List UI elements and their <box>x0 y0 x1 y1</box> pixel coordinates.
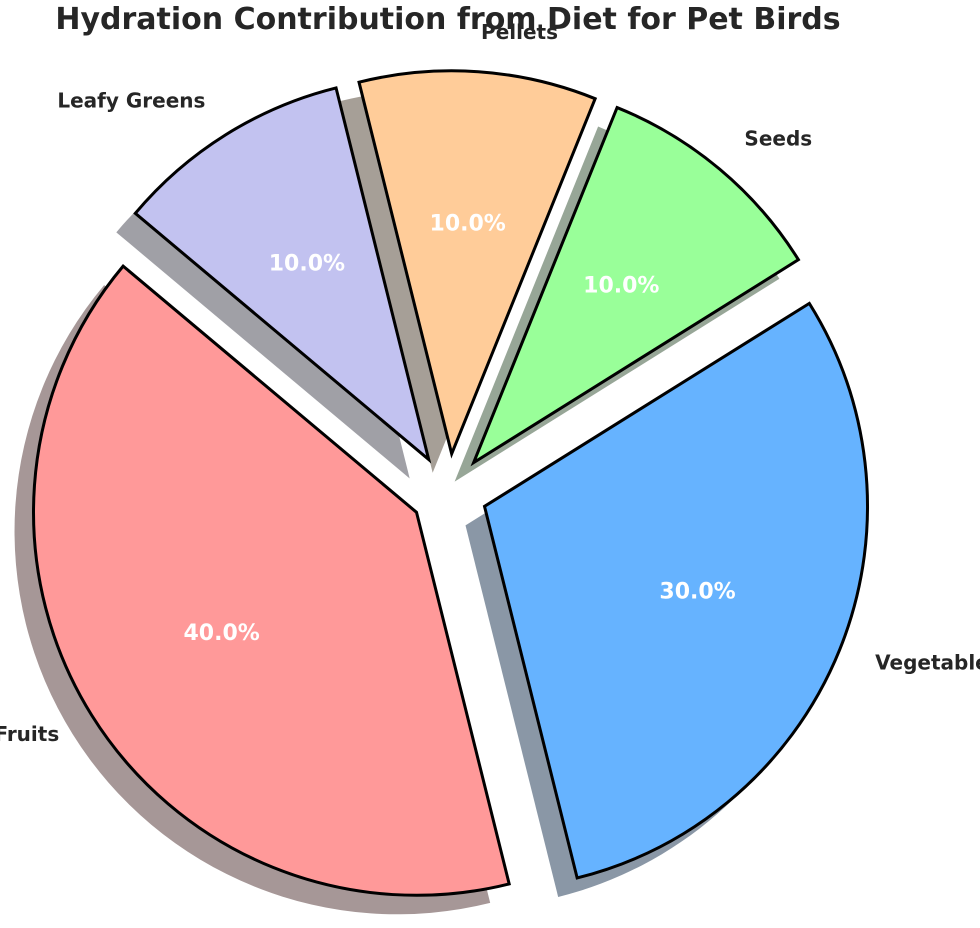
chart-title: Hydration Contribution from Diet for Pet… <box>55 2 841 37</box>
label-fruits: Fruits <box>0 722 59 746</box>
slice-leafy-greens <box>133 86 432 464</box>
percent-pellets: 10.0% <box>430 212 506 237</box>
slice-pellets <box>357 69 598 459</box>
slice-fruits <box>32 263 511 897</box>
slice-vegetables <box>482 301 869 880</box>
pie-labels: Fruits 40.0% Vegetables 30.0% Seeds 10.0% Pell… <box>0 20 980 746</box>
label-seeds: Seeds <box>744 126 812 150</box>
slice-seeds <box>470 105 801 467</box>
pie-slices <box>32 69 869 897</box>
percent-seeds: 10.0% <box>583 274 659 299</box>
percent-leafy-greens: 10.0% <box>269 252 345 277</box>
label-vegetables: Vegetables <box>875 651 980 675</box>
label-pellets: Pellets <box>481 20 558 44</box>
percent-vegetables: 30.0% <box>659 579 735 604</box>
percent-fruits: 40.0% <box>183 621 259 646</box>
label-leafy-greens: Leafy Greens <box>57 89 205 113</box>
